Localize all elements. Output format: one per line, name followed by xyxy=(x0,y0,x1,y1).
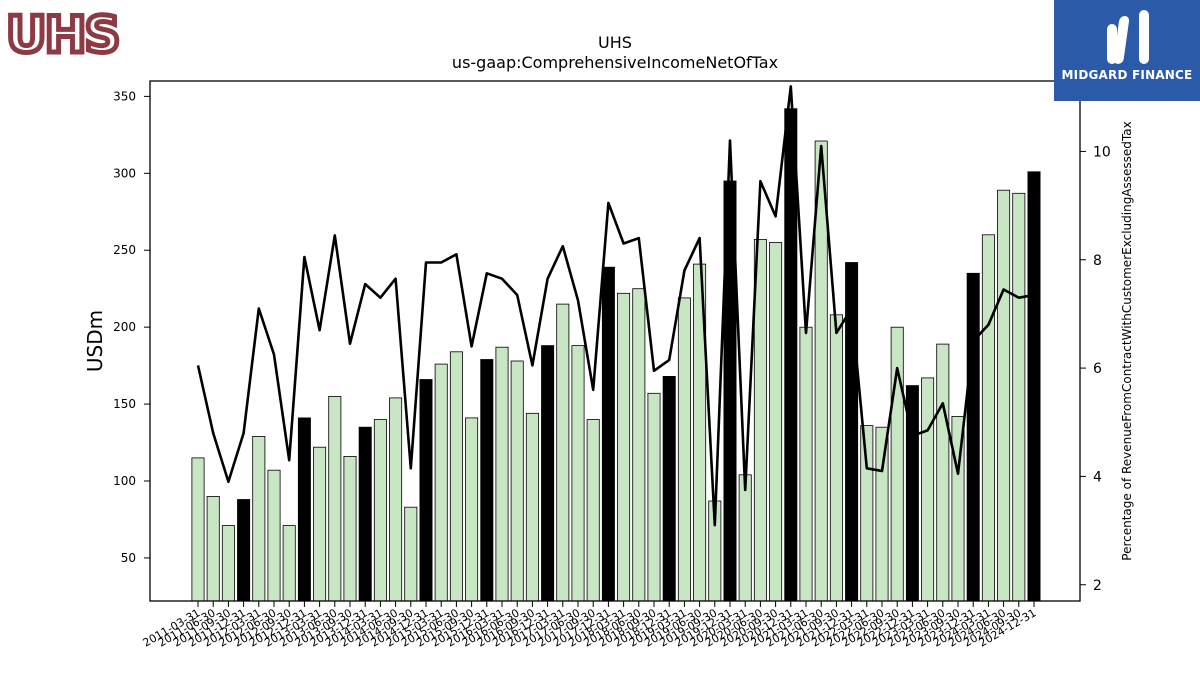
bar xyxy=(389,397,403,602)
bar xyxy=(966,272,980,602)
y-tick-label: 250 xyxy=(113,243,136,257)
y-tick-label: 200 xyxy=(113,320,136,334)
y2-tick-label: 4 xyxy=(1093,469,1102,485)
bar xyxy=(677,297,691,602)
bar xyxy=(784,108,798,602)
bar xyxy=(510,360,524,602)
bar xyxy=(799,326,813,602)
y-tick-label: 150 xyxy=(113,397,136,411)
bar xyxy=(617,292,631,602)
y2-axis-label: Percentage of RevenueFromContractWithCus… xyxy=(1120,121,1134,560)
bar xyxy=(373,419,387,602)
bar xyxy=(434,363,448,602)
bar xyxy=(875,426,889,602)
y-tick-label: 350 xyxy=(113,89,136,103)
bar xyxy=(571,345,585,602)
bar xyxy=(480,359,494,602)
bar xyxy=(206,495,220,602)
plot-frame xyxy=(149,80,1081,602)
brand-name: MIDGARD FINANCE xyxy=(1061,68,1193,82)
bar xyxy=(738,474,752,602)
bar xyxy=(267,469,281,602)
line-group xyxy=(196,85,1035,527)
bar xyxy=(647,392,661,602)
bar xyxy=(221,525,235,602)
bar xyxy=(297,417,311,602)
bar xyxy=(769,242,783,602)
bar xyxy=(419,379,433,602)
bar xyxy=(343,455,357,602)
brand-badge: MIDGARD FINANCE xyxy=(1054,0,1200,101)
bar xyxy=(936,343,950,602)
bar xyxy=(981,234,995,602)
bar xyxy=(191,457,205,602)
bar xyxy=(449,351,463,602)
y2-tick-label: 10 xyxy=(1093,144,1111,160)
chart-title: UHS xyxy=(598,33,632,52)
y-tick-label: 100 xyxy=(113,474,136,488)
bar xyxy=(525,412,539,602)
bar xyxy=(601,266,615,602)
series-line xyxy=(196,85,1035,527)
bar xyxy=(997,189,1011,602)
bar xyxy=(237,499,251,602)
y2-tick-label: 6 xyxy=(1093,361,1102,377)
bar xyxy=(662,375,676,602)
company-logo: UHS xyxy=(4,4,128,67)
bar xyxy=(541,345,555,602)
logo-text: UHS xyxy=(6,6,118,60)
bar xyxy=(921,377,935,602)
y2-tick-label: 8 xyxy=(1093,253,1102,269)
bar xyxy=(404,506,418,602)
y-tick-label: 50 xyxy=(121,551,136,565)
logo-lettering: UHS xyxy=(4,4,123,67)
bar xyxy=(313,446,327,602)
y2-tick-label: 2 xyxy=(1093,578,1102,594)
brand-mark-icon xyxy=(1107,10,1149,64)
bar xyxy=(282,525,296,602)
bar xyxy=(358,426,372,602)
bar xyxy=(328,395,342,602)
bar xyxy=(465,417,479,602)
bars-group xyxy=(191,108,1041,602)
chart-subtitle: us-gaap:ComprehensiveIncomeNetOfTax xyxy=(452,53,778,72)
bar xyxy=(495,346,509,602)
bar xyxy=(632,288,646,602)
bar xyxy=(860,425,874,602)
bar xyxy=(586,419,600,602)
y-axis-label: USDm xyxy=(83,310,107,372)
bar xyxy=(829,314,843,602)
y-tick-label: 300 xyxy=(113,166,136,180)
bar xyxy=(556,303,570,602)
bar xyxy=(1027,171,1041,602)
bar xyxy=(252,435,266,602)
bar xyxy=(1012,192,1026,602)
